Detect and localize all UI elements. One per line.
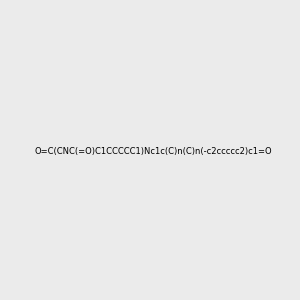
Text: O=C(CNC(=O)C1CCCCC1)Nc1c(C)n(C)n(-c2ccccc2)c1=O: O=C(CNC(=O)C1CCCCC1)Nc1c(C)n(C)n(-c2cccc… <box>35 147 273 156</box>
